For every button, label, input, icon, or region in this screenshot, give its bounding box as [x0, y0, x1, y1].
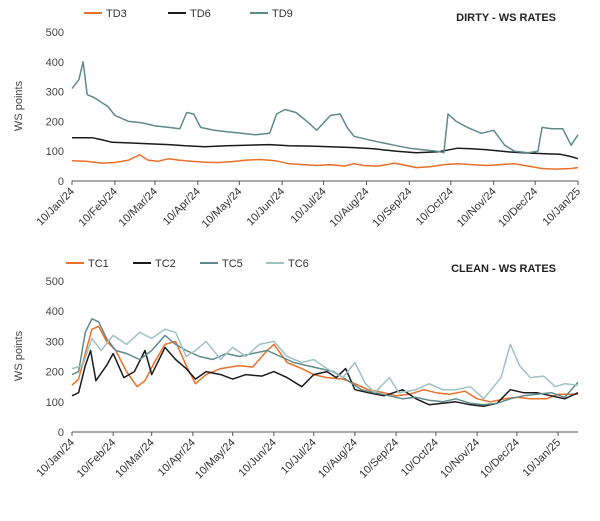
y-tick-label: 500 — [46, 276, 64, 288]
x-tick-label: 10/Apr/24 — [161, 186, 203, 228]
legend-label-td9: TD9 — [272, 8, 293, 20]
x-tick-label: 10/Jun/24 — [245, 186, 288, 229]
series-line-tc5 — [71, 318, 579, 406]
x-tick-label: 10/Aug/24 — [316, 437, 360, 481]
y-tick-label: 200 — [46, 367, 64, 379]
series-line-td9 — [71, 61, 579, 154]
series-line-tc6 — [71, 328, 579, 400]
y-tick-label: 100 — [46, 397, 64, 409]
y-tick-label: 200 — [46, 116, 64, 128]
series-line-tc2 — [71, 346, 579, 408]
x-tick-label: 10/May/24 — [193, 437, 238, 482]
x-tick-label: 10/Nov/24 — [438, 437, 482, 481]
x-tick-label: 10/Mar/24 — [117, 186, 161, 230]
x-tick-label: 10/Jul/24 — [289, 186, 329, 226]
series-line-tc1 — [71, 325, 578, 403]
x-tick-label: 10/Apr/24 — [156, 437, 198, 479]
x-tick-label: 10/Dec/24 — [478, 437, 522, 481]
x-tick-label: 10/Jan/25 — [540, 186, 583, 229]
y-tick-label: 300 — [46, 87, 64, 99]
y-tick-label: 0 — [58, 176, 64, 188]
series-line-td6 — [72, 137, 579, 160]
x-tick-label: 10/Nov/24 — [455, 186, 499, 230]
chart-panel-dirty-ws-rates: 0 100 200 300 400 500 WS points 10/Jan/24 10/Feb… — [13, 8, 583, 230]
y-axis-label: WS points — [13, 330, 25, 381]
y-tick-label: 400 — [46, 306, 64, 318]
y-tick-label: 300 — [46, 336, 64, 348]
y-tick-label: 100 — [46, 146, 64, 158]
x-tick-label: 10/May/24 — [200, 186, 245, 231]
x-tick-label: 10/Sep/24 — [371, 186, 415, 230]
chart-title: DIRTY - WS RATES — [456, 12, 556, 24]
x-tick-label: 10/Jan/24 — [34, 186, 77, 229]
x-tick-label: 10/Dec/24 — [496, 186, 540, 230]
chart-panel-clean-ws-rates: 0 100 200 300 400 500 WS points 10/Jan/2410/Feb… — [13, 258, 579, 482]
x-tick-label: 10/Feb/24 — [76, 186, 120, 230]
legend-label-td6: TD6 — [190, 8, 211, 20]
y-tick-label: 0 — [58, 427, 64, 439]
x-tick-label: 10/Sep/24 — [357, 437, 401, 481]
x-tick-label: 10/Feb/24 — [75, 437, 119, 481]
legend-label-td3: TD3 — [106, 8, 127, 20]
x-tick-label: 10/Aug/24 — [328, 186, 372, 230]
y-tick-label: 500 — [46, 27, 64, 39]
legend-label-tc5: TC5 — [222, 258, 243, 270]
chart-title: CLEAN - WS RATES — [451, 263, 556, 275]
x-tick-label: 10/Mar/24 — [113, 437, 157, 481]
x-tick-label: 10/Jan/25 — [521, 437, 564, 480]
legend-label-tc1: TC1 — [88, 258, 109, 270]
y-axis-label: WS points — [13, 80, 25, 131]
x-tick-label: 10/Jul/24 — [279, 437, 319, 477]
y-tick-label: 400 — [46, 57, 64, 69]
series-line-td3 — [71, 154, 579, 170]
x-tick-label: 10/Jan/24 — [34, 437, 77, 480]
x-tick-label: 10/Jun/24 — [236, 437, 279, 480]
x-tick-label: 10/Oct/24 — [399, 437, 441, 479]
x-tick-label: 10/Oct/24 — [414, 186, 456, 228]
legend-label-tc2: TC2 — [155, 258, 176, 270]
legend-label-tc6: TC6 — [288, 258, 309, 270]
